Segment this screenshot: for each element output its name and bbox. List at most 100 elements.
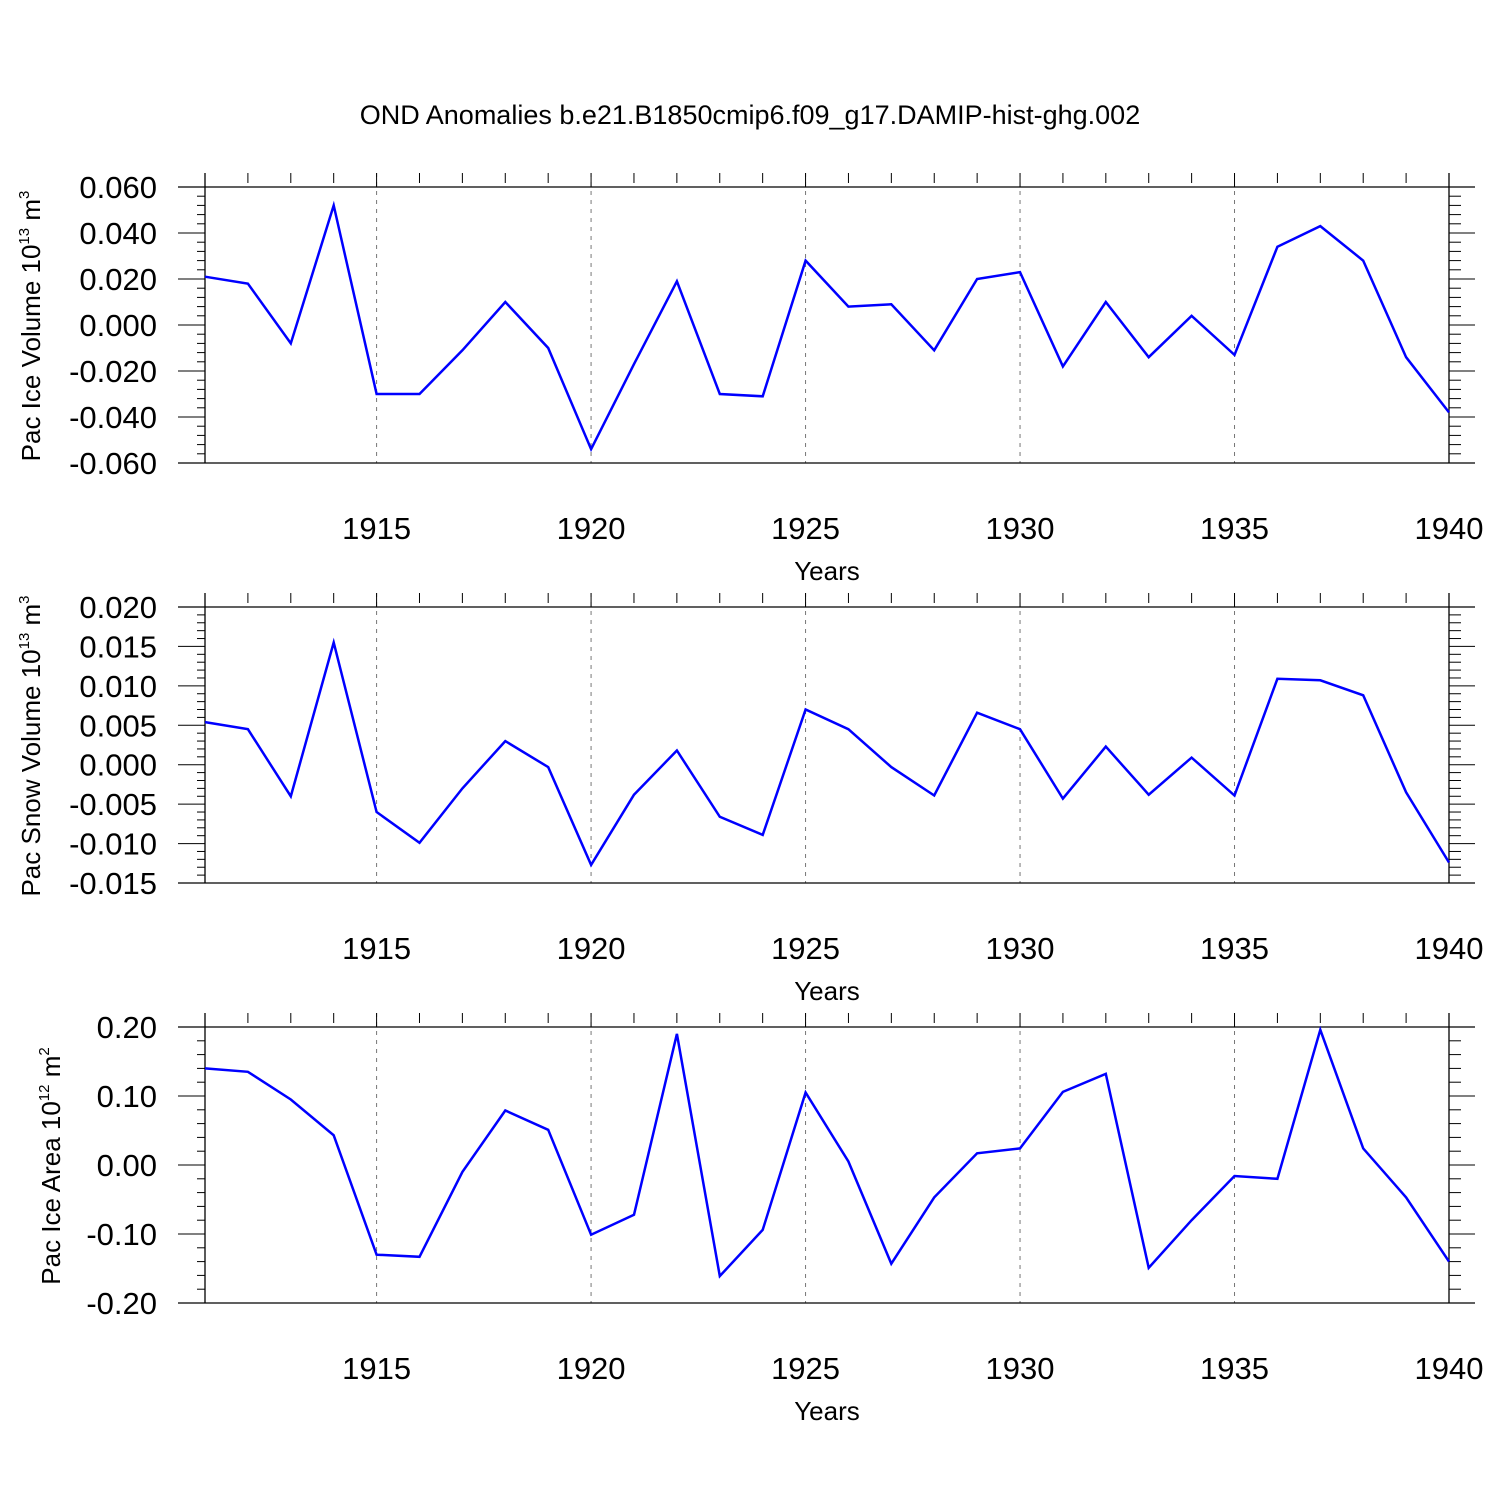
x-tick-label: 1930 bbox=[986, 1351, 1055, 1386]
data-point bbox=[933, 349, 935, 351]
data-point bbox=[547, 1129, 549, 1131]
plot-panel-2: -0.015 -0.010 -0.005 0.000 0.005 0.010 0.015 0.… bbox=[16, 590, 1483, 1006]
data-point bbox=[633, 363, 635, 365]
y-tick-label: 0.020 bbox=[79, 590, 157, 625]
data-point bbox=[418, 842, 420, 844]
y-tick-label: 0.000 bbox=[79, 308, 157, 343]
x-axis-title: Years bbox=[794, 976, 860, 1006]
y-axis-title: Pac Ice Volume 1013 m3 bbox=[16, 191, 46, 462]
data-point bbox=[1448, 1261, 1450, 1263]
y-tick-label: 0.00 bbox=[97, 1148, 157, 1183]
data-point bbox=[247, 283, 249, 285]
x-axis-title: Years bbox=[794, 1396, 860, 1426]
y-tick-label: 0.010 bbox=[79, 669, 157, 704]
plot-panel-3: -0.20 -0.10 0.00 0.10 0.20 1915 1920 1925 1930 19… bbox=[36, 1010, 1483, 1426]
x-tick-label: 1925 bbox=[771, 931, 840, 966]
data-point bbox=[1276, 246, 1278, 248]
data-point bbox=[933, 794, 935, 796]
data-point bbox=[1405, 1196, 1407, 1198]
x-tick-label: 1925 bbox=[771, 1351, 840, 1386]
x-tick-label: 1935 bbox=[1200, 1351, 1269, 1386]
data-point bbox=[1362, 260, 1364, 262]
data-point bbox=[719, 1275, 721, 1277]
data-point bbox=[504, 740, 506, 742]
data-point bbox=[1276, 678, 1278, 680]
data-point bbox=[762, 834, 764, 836]
x-tick-label: 1920 bbox=[557, 1351, 626, 1386]
x-tick-label: 1935 bbox=[1200, 511, 1269, 546]
data-point bbox=[976, 1152, 978, 1154]
data-point bbox=[290, 1098, 292, 1100]
x-tick-label: 1935 bbox=[1200, 931, 1269, 966]
data-point bbox=[290, 795, 292, 797]
data-point bbox=[1319, 679, 1321, 681]
data-point bbox=[1319, 1029, 1321, 1031]
data-point bbox=[333, 641, 335, 643]
y-tick-label: 0.060 bbox=[79, 170, 157, 205]
series-line bbox=[204, 1025, 1451, 1279]
data-point bbox=[290, 342, 292, 344]
y-axis-title: Pac Snow Volume 1013 m3 bbox=[16, 595, 46, 896]
x-tick-label: 1915 bbox=[342, 511, 411, 546]
x-tick-label: 1920 bbox=[557, 931, 626, 966]
plots-container: -0.060 -0.040 -0.020 0.000 0.020 0.040 0.060 19… bbox=[16, 170, 1483, 1426]
data-point bbox=[762, 1229, 764, 1231]
x-tick-label: 1940 bbox=[1415, 931, 1484, 966]
data-point bbox=[976, 278, 978, 280]
data-point bbox=[1362, 694, 1364, 696]
y-tick-label: -0.10 bbox=[86, 1217, 157, 1252]
data-point bbox=[1105, 746, 1107, 748]
data-point bbox=[1105, 301, 1107, 303]
data-point bbox=[847, 728, 849, 730]
data-point bbox=[805, 1092, 807, 1094]
x-axis-title: Years bbox=[794, 556, 860, 586]
data-point bbox=[847, 1161, 849, 1163]
x-tick-label: 1915 bbox=[342, 1351, 411, 1386]
data-point bbox=[805, 709, 807, 711]
data-point bbox=[1062, 365, 1064, 367]
data-point bbox=[547, 766, 549, 768]
data-point bbox=[418, 1256, 420, 1258]
data-point bbox=[247, 1071, 249, 1073]
x-tick-label: 1930 bbox=[986, 931, 1055, 966]
y-tick-label: -0.010 bbox=[69, 827, 157, 862]
data-point bbox=[1148, 356, 1150, 358]
y-tick-label: 0.020 bbox=[79, 262, 157, 297]
data-point bbox=[1234, 794, 1236, 796]
data-point bbox=[1191, 315, 1193, 317]
y-tick-label: 0.10 bbox=[97, 1079, 157, 1114]
data-point bbox=[1234, 354, 1236, 356]
data-point bbox=[1062, 1091, 1064, 1093]
y-tick-label: -0.040 bbox=[69, 400, 157, 435]
data-point bbox=[1319, 225, 1321, 227]
data-point bbox=[333, 204, 335, 206]
x-tick-label: 1915 bbox=[342, 931, 411, 966]
y-tick-label: 0.000 bbox=[79, 748, 157, 783]
chart-title: OND Anomalies b.e21.B1850cmip6.f09_g17.D… bbox=[360, 100, 1140, 130]
x-tick-label: 1930 bbox=[986, 511, 1055, 546]
x-tick-label: 1940 bbox=[1415, 511, 1484, 546]
data-point bbox=[247, 728, 249, 730]
data-point bbox=[1019, 1147, 1021, 1149]
y-tick-label: -0.015 bbox=[69, 866, 157, 901]
data-point bbox=[1019, 728, 1021, 730]
y-tick-label: 0.005 bbox=[79, 708, 157, 743]
data-point bbox=[719, 816, 721, 818]
y-tick-label: 0.015 bbox=[79, 629, 157, 664]
data-point bbox=[1276, 1178, 1278, 1180]
data-point bbox=[933, 1196, 935, 1198]
data-point bbox=[461, 1171, 463, 1173]
data-point bbox=[461, 787, 463, 789]
data-point bbox=[633, 794, 635, 796]
data-point bbox=[1405, 791, 1407, 793]
data-point bbox=[847, 306, 849, 308]
data-point bbox=[204, 1067, 206, 1069]
data-point bbox=[590, 864, 592, 866]
data-point bbox=[1019, 271, 1021, 273]
data-point bbox=[461, 349, 463, 351]
plot-panel-1: -0.060 -0.040 -0.020 0.000 0.020 0.040 0.060 19… bbox=[16, 170, 1483, 586]
data-point bbox=[1448, 411, 1450, 413]
data-point bbox=[805, 260, 807, 262]
data-point bbox=[1448, 861, 1450, 863]
